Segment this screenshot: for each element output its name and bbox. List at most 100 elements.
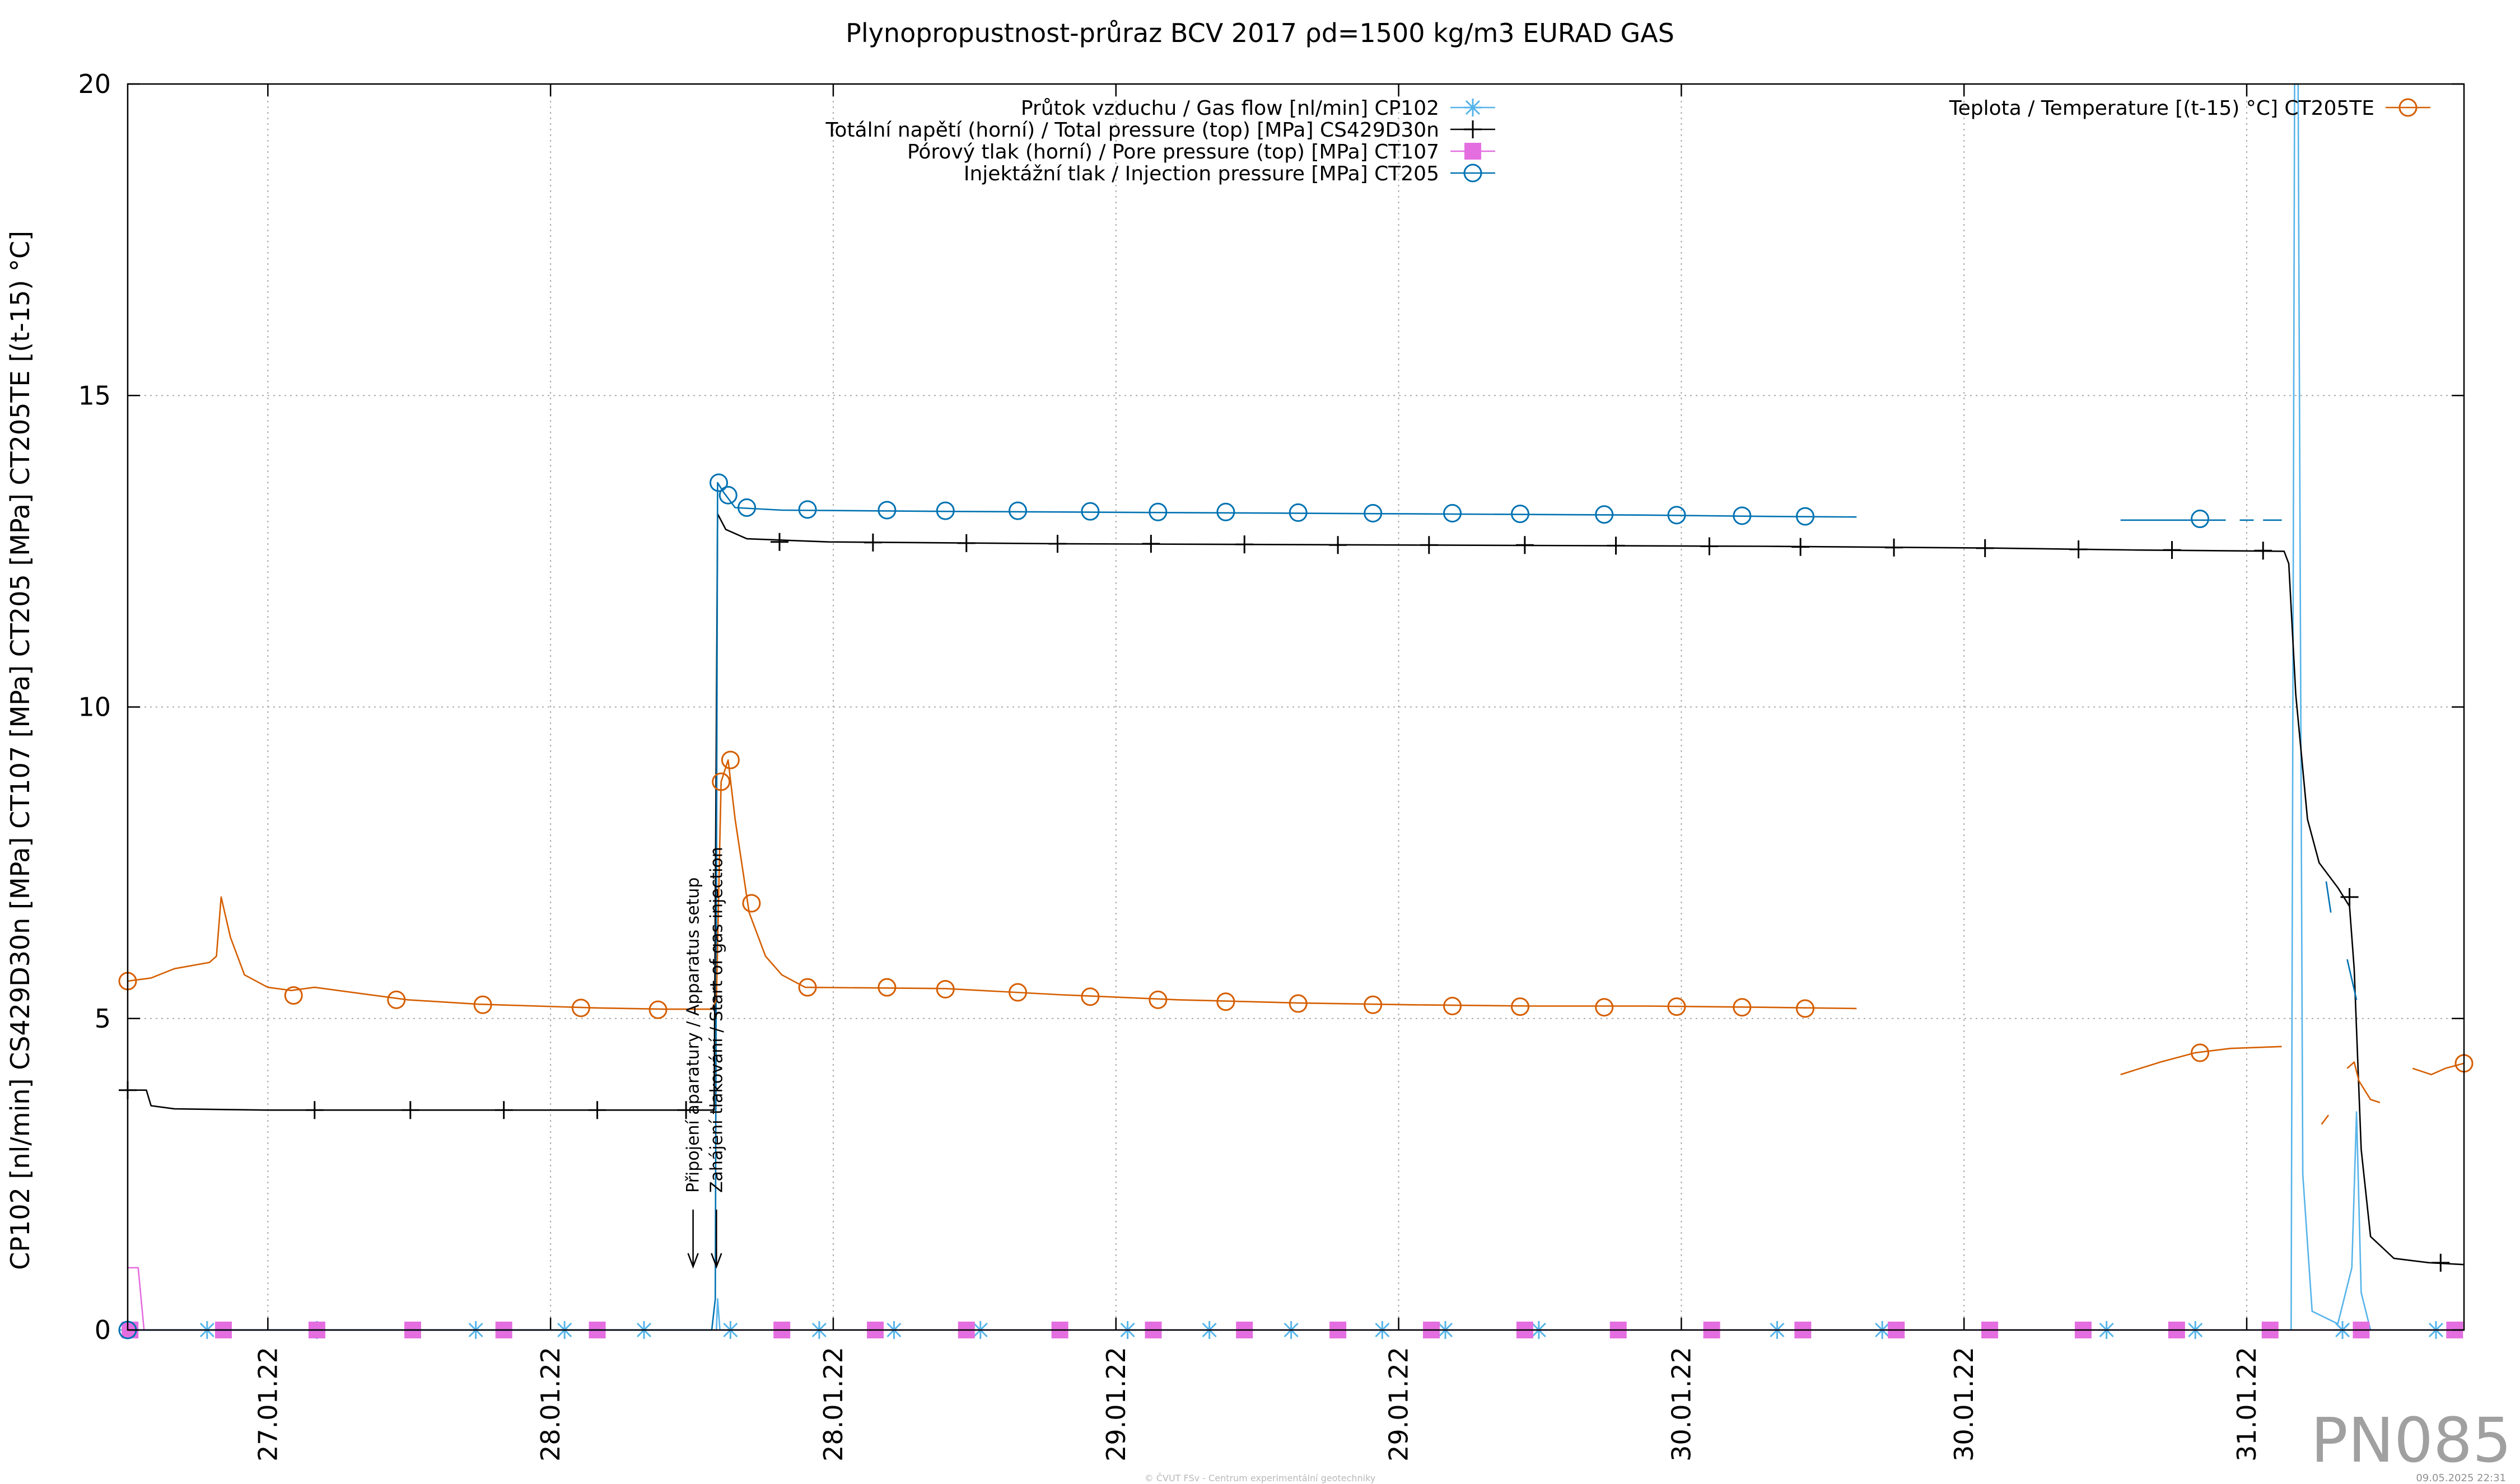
data-point	[1149, 502, 1168, 521]
legend-label: Teplota / Temperature [(t-15) °C] CT205T…	[1949, 97, 2374, 120]
data-point	[1235, 535, 1254, 554]
data-point	[1048, 535, 1067, 553]
annotation-arrow	[711, 1210, 722, 1269]
data-point	[1515, 536, 1534, 554]
annotation-label: Připojení aparatury / Apparatus setup	[684, 878, 703, 1193]
data-point	[1733, 998, 1752, 1017]
annotations: Připojení aparatury / Apparatus setup Zah…	[684, 847, 726, 1269]
data-point	[2191, 510, 2210, 529]
data-point	[648, 1000, 668, 1019]
legend-swatch-marker	[1464, 99, 1482, 116]
series-line	[2120, 1046, 2282, 1076]
legend-label: Injektážní tlak / Injection pressure [MP…	[964, 162, 1439, 185]
data-point	[1595, 505, 1614, 524]
x-tick-label: 28.01.22	[818, 1347, 848, 1462]
data-point	[305, 1101, 324, 1119]
data-point	[1595, 998, 1614, 1017]
annotation-arrow	[687, 1210, 699, 1269]
series-line	[128, 482, 1857, 1331]
annotation-label: Zahájení tlakování / Start of gas inject…	[707, 847, 726, 1193]
data-point	[718, 486, 738, 505]
data-point	[1700, 537, 1719, 556]
data-point	[1733, 506, 1752, 525]
data-point	[571, 998, 590, 1018]
footer-date: 09.05.2025 22:31	[2416, 1472, 2506, 1484]
y-tick-label: 0	[95, 1315, 111, 1345]
data-point	[1289, 503, 1308, 522]
data-point	[1511, 997, 1530, 1016]
data-point	[878, 978, 897, 997]
axes: 0 5 10 15 20 27.01.22 28.01.22 28.01.22 29.01.22…	[78, 69, 2464, 1462]
x-tick-label: 29.01.22	[1101, 1347, 1131, 1462]
data-point	[1289, 994, 1308, 1013]
data-point	[401, 1101, 419, 1119]
legend-swatch-marker	[1464, 120, 1482, 138]
x-tick-label: 28.01.22	[535, 1347, 566, 1462]
data-point	[710, 473, 729, 492]
data-point	[957, 534, 976, 552]
data-point	[1791, 538, 1810, 556]
data-point	[1607, 536, 1625, 555]
legend-swatch-marker	[1463, 164, 1482, 183]
data-point	[2069, 540, 2088, 559]
data-point	[1216, 992, 1235, 1011]
x-tick-label: 31.01.22	[2232, 1347, 2262, 1462]
data-point	[2340, 888, 2359, 906]
data-point	[1976, 539, 1994, 557]
data-point	[2191, 1043, 2210, 1062]
legend-label: Totální napětí (horní) / Total pressure …	[825, 119, 1440, 142]
data-point	[936, 501, 955, 520]
data-point	[1364, 504, 1383, 523]
series-4	[118, 750, 2474, 1125]
data-point	[1364, 995, 1383, 1014]
data-point	[494, 1101, 513, 1119]
data-point	[2163, 541, 2181, 559]
x-tick-label: 27.01.22	[253, 1347, 283, 1462]
data-point	[387, 990, 406, 1009]
series-line	[2325, 881, 2332, 913]
y-tick-label: 20	[78, 69, 111, 99]
footer-credit: © ČVUT FSv - Centrum experimentální geot…	[1145, 1473, 1376, 1483]
series-line	[2346, 1061, 2381, 1104]
data-point	[1081, 502, 1100, 521]
data-point	[712, 772, 731, 791]
data-point	[588, 1101, 606, 1119]
x-tick-label: 29.01.22	[1384, 1347, 1414, 1462]
data-point	[1667, 997, 1686, 1016]
data-point	[864, 533, 882, 552]
data-point	[2254, 542, 2272, 560]
grid	[128, 84, 2464, 1330]
y-tick-label: 10	[78, 692, 111, 722]
data-point	[936, 979, 955, 998]
watermark-label: PN085	[2311, 1404, 2512, 1476]
data-point	[1216, 502, 1235, 521]
data-point	[1795, 507, 1814, 526]
series-line	[2346, 959, 2358, 1000]
data-point	[1009, 983, 1028, 1002]
data-point	[677, 1101, 696, 1119]
data-point	[2432, 1253, 2450, 1272]
data-point	[1420, 536, 1438, 554]
legend: Průtok vzduchu / Gas flow [nl/min] CP102…	[825, 97, 2430, 185]
data-point	[1081, 987, 1100, 1006]
x-tick-label: 30.01.22	[1949, 1347, 1979, 1462]
data-point	[1667, 506, 1686, 525]
data-point	[878, 501, 897, 520]
data-point	[1443, 504, 1462, 523]
data-point	[1511, 505, 1530, 524]
data-point	[1885, 538, 1903, 557]
data-point	[1329, 536, 1347, 554]
series-line	[128, 83, 2464, 1331]
data-point	[1443, 997, 1462, 1015]
series-line	[127, 759, 1857, 1010]
series-line	[2321, 1114, 2330, 1125]
legend-label: Průtok vzduchu / Gas flow [nl/min] CP102	[1021, 97, 1439, 120]
chart-title: Plynopropustnost-průraz BCV 2017 ρd=1500…	[846, 18, 1674, 48]
legend-label: Pórový tlak (horní) / Pore pressure (top…	[907, 141, 1439, 164]
series-line	[2412, 1062, 2465, 1076]
data-point	[798, 500, 817, 519]
data-point	[473, 995, 492, 1014]
y-tick-label: 15	[78, 380, 111, 410]
data-point	[742, 894, 761, 913]
